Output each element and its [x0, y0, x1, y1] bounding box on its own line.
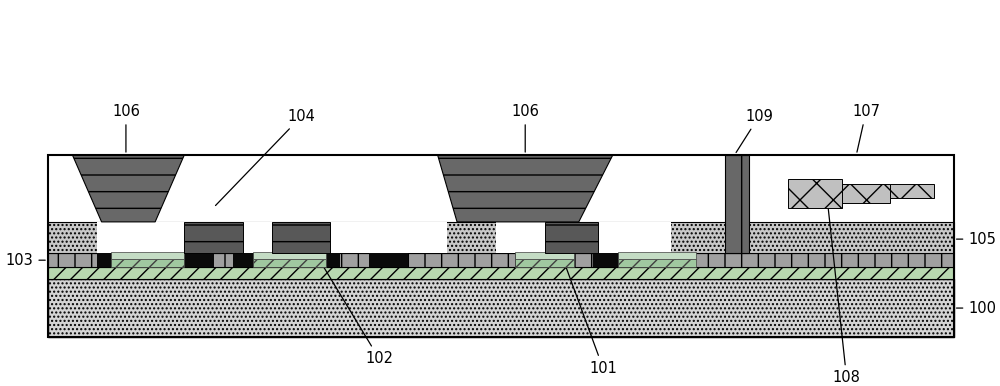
Bar: [496, 222, 671, 254]
Bar: [593, 254, 632, 267]
Bar: [515, 254, 554, 267]
Bar: [175, 254, 214, 267]
Bar: [515, 252, 574, 259]
Bar: [788, 179, 842, 208]
Bar: [272, 222, 330, 254]
Bar: [253, 252, 326, 259]
Bar: [97, 222, 447, 254]
Text: 104: 104: [216, 109, 315, 205]
Polygon shape: [438, 155, 613, 222]
Text: 108: 108: [827, 201, 861, 385]
Bar: [48, 279, 954, 337]
Bar: [48, 254, 954, 267]
Polygon shape: [72, 155, 184, 222]
Text: 105: 105: [956, 232, 996, 247]
Text: 102: 102: [322, 264, 393, 366]
Text: 106: 106: [511, 104, 539, 152]
Text: 109: 109: [736, 109, 773, 152]
Bar: [97, 254, 136, 267]
Bar: [725, 155, 749, 254]
Bar: [233, 254, 272, 267]
Bar: [618, 252, 696, 259]
Bar: [48, 267, 954, 279]
Bar: [48, 222, 954, 254]
Bar: [890, 184, 934, 198]
Bar: [842, 184, 890, 203]
Bar: [184, 222, 243, 254]
Bar: [253, 259, 326, 267]
Text: 103: 103: [6, 253, 45, 267]
Bar: [369, 254, 408, 267]
Bar: [618, 259, 696, 267]
Text: 101: 101: [565, 265, 617, 376]
Bar: [515, 259, 574, 267]
Bar: [48, 155, 954, 337]
Bar: [301, 254, 340, 267]
Bar: [111, 252, 184, 259]
Bar: [111, 259, 184, 267]
Text: 106: 106: [112, 104, 140, 152]
Bar: [545, 222, 598, 254]
Text: 100: 100: [956, 301, 996, 316]
Text: 107: 107: [852, 104, 880, 152]
